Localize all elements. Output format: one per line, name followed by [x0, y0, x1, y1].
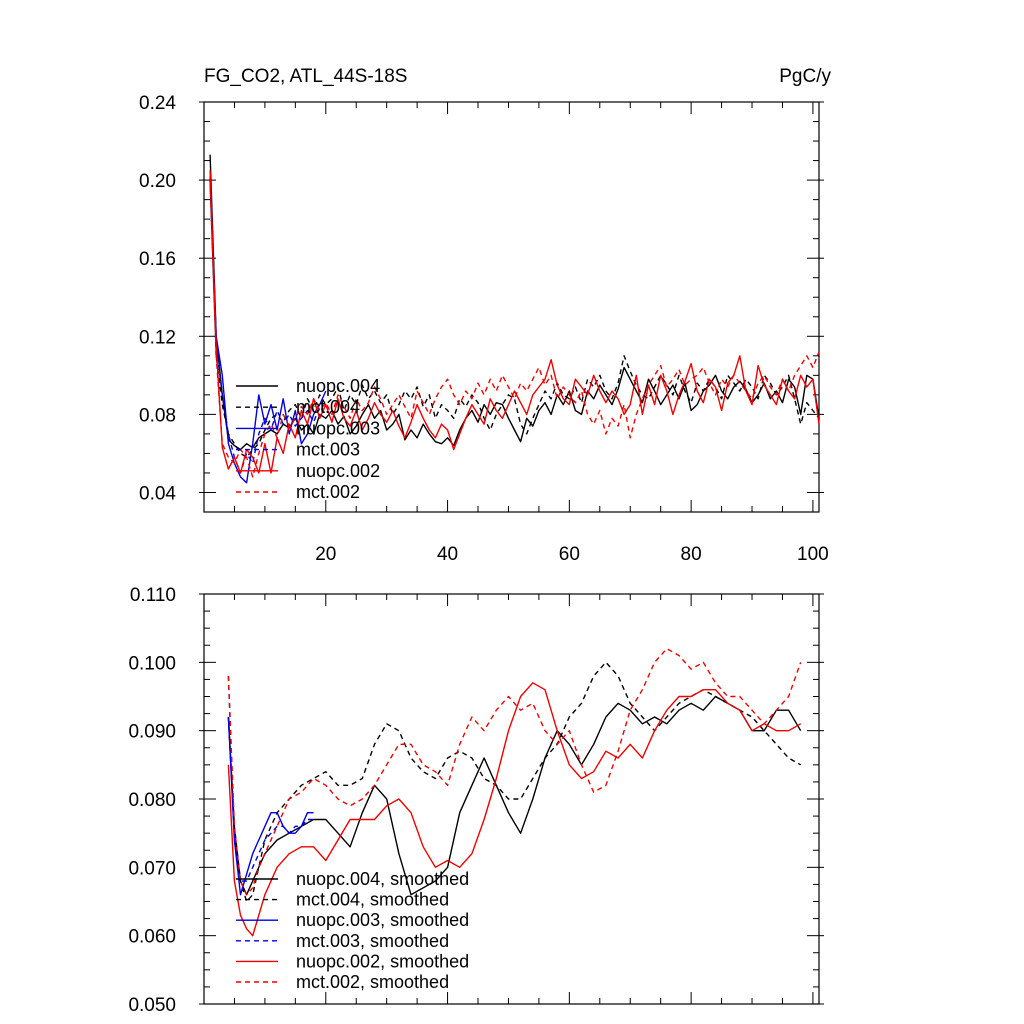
- y-tick-label: 0.090: [128, 722, 176, 743]
- y-tick-label: 0.110: [130, 585, 176, 606]
- x-tick-label: 20: [315, 544, 336, 565]
- x-tick-label: 60: [559, 544, 580, 565]
- legend-label-mct-004-smoothed: mct.004, smoothed: [296, 890, 449, 910]
- legend-label-nuopc-003-smoothed: nuopc.003, smoothed: [296, 910, 469, 930]
- y-tick-label: 0.04: [139, 483, 176, 504]
- y-tick-label: 0.060: [128, 927, 176, 948]
- units-label: PgC/y: [779, 66, 831, 87]
- legend-label-nuopc-004: nuopc.004: [296, 376, 380, 396]
- top-panel: FG_CO2, ATL_44S-18S PgC/y 20 40 60 80 100 0.04 0…: [139, 66, 831, 565]
- legend-label-mct-004: mct.004: [296, 397, 360, 417]
- legend-label-nuopc-002-smoothed: nuopc.002, smoothed: [296, 951, 469, 971]
- series-line-nuopc-002-smoothed: [227, 682, 802, 937]
- y-tick-label: 0.080: [128, 790, 176, 811]
- chart-title: FG_CO2, ATL_44S-18S: [204, 66, 407, 87]
- x-tick-label: 40: [437, 544, 458, 565]
- series-line-nuopc-002: [209, 170, 820, 474]
- y-tick-label: 0.12: [139, 327, 176, 348]
- series-line-mct-002-smoothed: [227, 648, 802, 896]
- legend-label-nuopc-004-smoothed: nuopc.004, smoothed: [296, 869, 469, 889]
- y-tick-label: 0.050: [128, 995, 176, 1016]
- legend-label-nuopc-002: nuopc.002: [296, 461, 380, 481]
- y-tick-label: 0.24: [139, 93, 176, 114]
- series-line-nuopc-004: [209, 154, 820, 451]
- series-line-nuopc-003: [209, 180, 327, 484]
- plot-frame: [203, 101, 820, 513]
- legend-label-mct-003-smoothed: mct.003, smoothed: [296, 931, 449, 951]
- series-line-mct-003-smoothed: [227, 675, 314, 882]
- bottom-panel: 0.050 0.060 0.070 0.080 0.090 0.100 0.110 nuopc…: [128, 585, 824, 1016]
- y-tick-label: 0.16: [139, 249, 176, 270]
- legend-label-mct-003: mct.003: [296, 440, 360, 460]
- series-line-nuopc-003-smoothed: [227, 716, 314, 896]
- series-line-nuopc-004-smoothed: [227, 695, 802, 896]
- legend-label-mct-002: mct.002: [296, 482, 360, 502]
- x-tick-label: 80: [681, 544, 702, 565]
- y-tick-label: 0.070: [128, 858, 176, 879]
- y-tick-label: 0.08: [139, 405, 176, 426]
- series-line-mct-004-smoothed: [227, 661, 802, 903]
- x-tick-label: 100: [797, 544, 829, 565]
- legend-label-mct-002-smoothed: mct.002, smoothed: [296, 972, 449, 992]
- y-tick-label: 0.100: [128, 653, 176, 674]
- series-line-mct-002: [209, 183, 820, 478]
- y-tick-label: 0.20: [139, 171, 176, 192]
- legend-label-nuopc-003: nuopc.003: [296, 418, 380, 438]
- series-line-mct-003: [209, 176, 327, 474]
